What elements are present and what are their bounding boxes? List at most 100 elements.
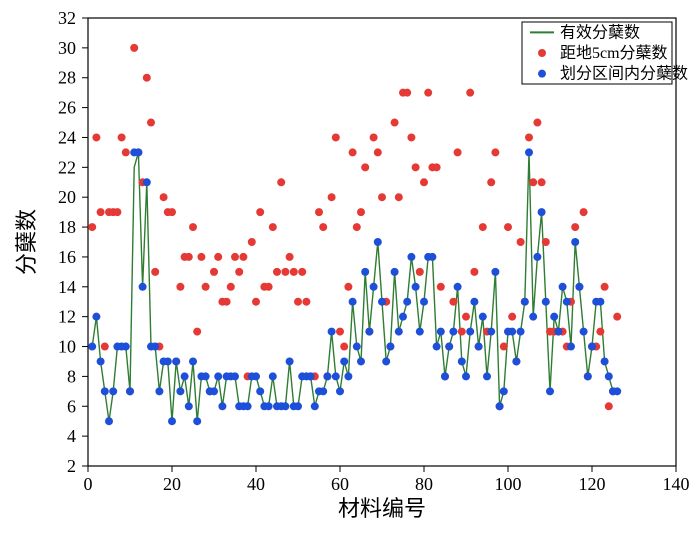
scatter-point-blue [176, 387, 184, 395]
scatter-point-red [378, 193, 386, 201]
scatter-point-red [412, 163, 420, 171]
scatter-point-blue [445, 343, 453, 351]
scatter-point-red [290, 268, 298, 276]
chart-svg: 0204060801001201402468101214161820222426… [0, 0, 700, 537]
legend-marker-icon [538, 70, 546, 78]
scatter-point-blue [496, 402, 504, 410]
scatter-point-blue [571, 238, 579, 246]
scatter-point-red [151, 268, 159, 276]
scatter-point-red [315, 208, 323, 216]
scatter-point-red [277, 178, 285, 186]
scatter-point-red [504, 223, 512, 231]
scatter-point-red [580, 208, 588, 216]
scatter-point-red [344, 283, 352, 291]
scatter-point-blue [584, 372, 592, 380]
scatter-point-blue [134, 148, 142, 156]
scatter-point-red [508, 313, 516, 321]
x-tick-label: 0 [84, 474, 93, 494]
scatter-point-red [286, 253, 294, 261]
x-tick-label: 140 [663, 474, 690, 494]
y-axis-label: 分蘖数 [14, 209, 39, 275]
scatter-point-red [256, 208, 264, 216]
x-tick-label: 100 [495, 474, 522, 494]
scatter-point-blue [151, 343, 159, 351]
scatter-point-blue [554, 328, 562, 336]
scatter-point-blue [580, 328, 588, 336]
scatter-point-blue [323, 372, 331, 380]
y-tick-label: 22 [58, 157, 76, 177]
scatter-point-blue [500, 387, 508, 395]
scatter-point-blue [265, 402, 273, 410]
scatter-point-blue [575, 283, 583, 291]
scatter-point-blue [483, 372, 491, 380]
plot-border [88, 18, 676, 466]
scatter-point-blue [155, 387, 163, 395]
y-tick-label: 6 [67, 396, 76, 416]
scatter-point-blue [164, 357, 172, 365]
x-tick-label: 80 [415, 474, 433, 494]
scatter-point-red [407, 133, 415, 141]
y-tick-label: 20 [58, 187, 76, 207]
scatter-point-blue [332, 372, 340, 380]
scatter-point-blue [286, 357, 294, 365]
chart-container: 0204060801001201402468101214161820222426… [0, 0, 700, 537]
scatter-point-blue [416, 328, 424, 336]
x-tick-label: 60 [331, 474, 349, 494]
scatter-point-red [273, 268, 281, 276]
scatter-point-red [466, 89, 474, 97]
scatter-point-blue [244, 402, 252, 410]
scatter-point-red [189, 223, 197, 231]
scatter-point-red [176, 283, 184, 291]
scatter-point-red [130, 44, 138, 52]
scatter-point-blue [340, 357, 348, 365]
scatter-point-blue [563, 298, 571, 306]
scatter-point-blue [172, 357, 180, 365]
scatter-point-blue [122, 343, 130, 351]
scatter-point-blue [454, 283, 462, 291]
scatter-point-blue [101, 387, 109, 395]
scatter-point-blue [269, 372, 277, 380]
scatter-point-red [294, 298, 302, 306]
scatter-point-blue [311, 402, 319, 410]
scatter-point-red [391, 119, 399, 127]
scatter-point-blue [105, 417, 113, 425]
scatter-point-blue [307, 372, 315, 380]
scatter-point-blue [92, 313, 100, 321]
scatter-point-red [613, 313, 621, 321]
scatter-point-blue [466, 328, 474, 336]
scatter-point-red [395, 193, 403, 201]
scatter-point-blue [88, 343, 96, 351]
scatter-point-red [319, 223, 327, 231]
scatter-point-red [185, 253, 193, 261]
scatter-point-red [101, 343, 109, 351]
y-tick-label: 2 [67, 456, 76, 476]
scatter-point-blue [181, 372, 189, 380]
scatter-point-blue [231, 372, 239, 380]
scatter-point-blue [210, 387, 218, 395]
x-axis-label: 材料编号 [338, 496, 426, 521]
y-tick-label: 30 [58, 38, 76, 58]
scatter-point-red [424, 89, 432, 97]
scatter-point-blue [391, 268, 399, 276]
scatter-point-red [223, 298, 231, 306]
scatter-point-blue [613, 387, 621, 395]
scatter-point-red [88, 223, 96, 231]
scatter-point-blue [252, 372, 260, 380]
x-tick-label: 120 [579, 474, 606, 494]
scatter-point-blue [336, 387, 344, 395]
scatter-point-red [168, 208, 176, 216]
scatter-point-red [596, 328, 604, 336]
scatter-point-blue [479, 313, 487, 321]
scatter-point-red [605, 402, 613, 410]
x-tick-label: 20 [163, 474, 181, 494]
scatter-point-red [143, 74, 151, 82]
y-tick-label: 4 [67, 426, 76, 446]
scatter-point-blue [256, 387, 264, 395]
scatter-point-blue [559, 283, 567, 291]
scatter-point-red [239, 253, 247, 261]
scatter-point-red [370, 133, 378, 141]
scatter-point-blue [214, 372, 222, 380]
scatter-point-blue [202, 372, 210, 380]
scatter-point-blue [344, 372, 352, 380]
scatter-point-red [113, 208, 121, 216]
